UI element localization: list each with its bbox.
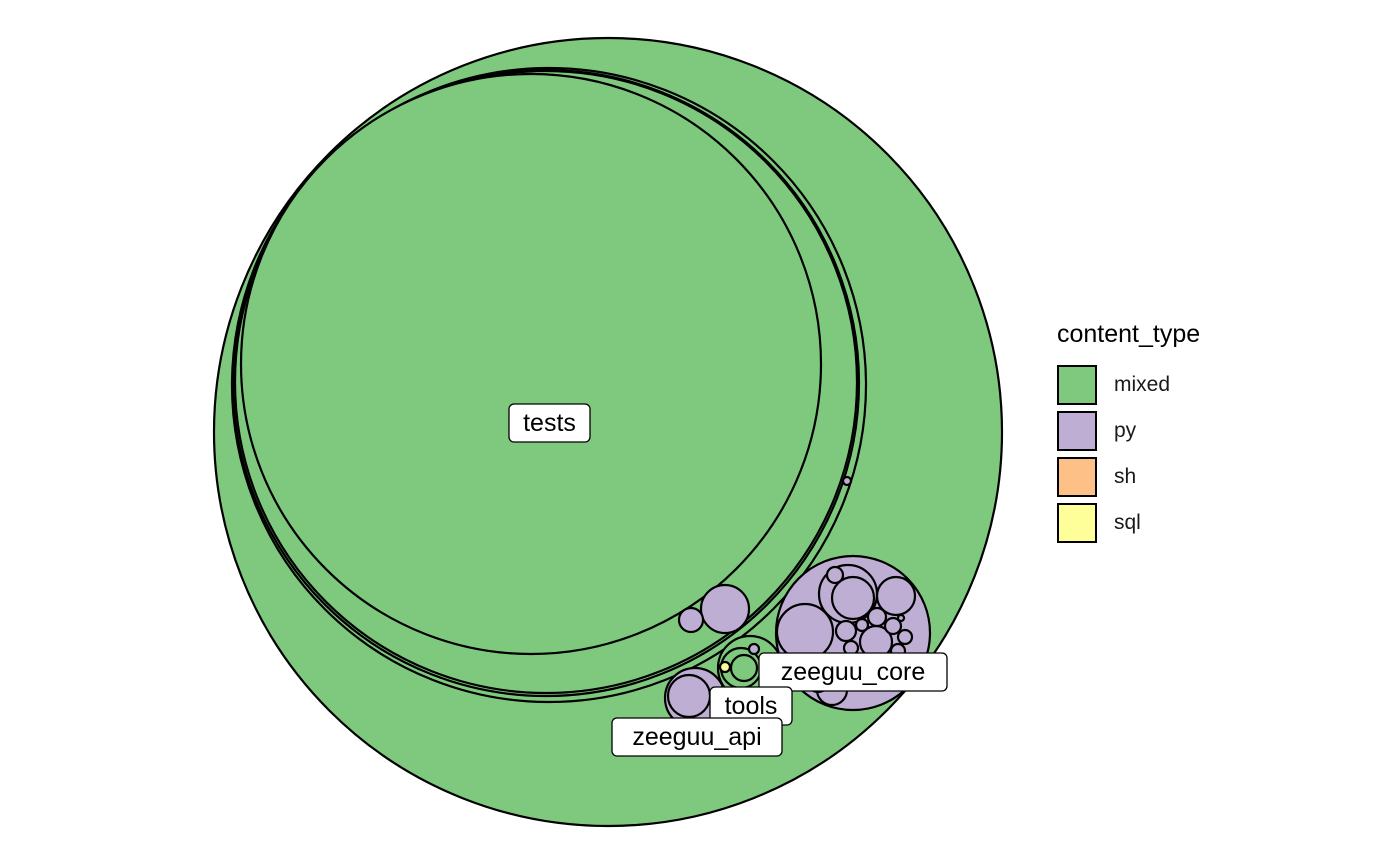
label-tools-text: tools <box>725 692 778 720</box>
legend-label-mixed: mixed <box>1114 373 1171 396</box>
label-zeeguu-api: zeeguu_api <box>611 717 783 757</box>
legend-item-mixed: mixed <box>1057 362 1200 408</box>
py-circle <box>854 617 870 633</box>
legend-item-sh: sh <box>1057 454 1200 500</box>
label-zeeguu-core-text: zeeguu_core <box>781 658 926 686</box>
legend: content_type mixed py sh sql <box>1057 318 1200 546</box>
legend-label-py: py <box>1114 419 1137 442</box>
py-circle <box>830 575 876 621</box>
legend-title: content_type <box>1057 320 1201 348</box>
legend-item-sql: sql <box>1057 500 1200 546</box>
py-circle <box>666 673 712 719</box>
label-tools: tools <box>709 686 793 726</box>
legend-label-sh: sh <box>1114 465 1137 488</box>
label-zeeguu-api-text: zeeguu_api <box>632 723 761 751</box>
legend-swatch-py <box>1057 411 1097 451</box>
tests-circle-inner <box>239 72 823 656</box>
py-circle <box>896 613 906 623</box>
legend-swatch-mixed <box>1057 365 1097 405</box>
py-circle <box>747 642 761 656</box>
label-tests: tests <box>508 403 591 443</box>
py-circle <box>883 616 903 636</box>
py-circle <box>825 565 845 585</box>
py-circle <box>699 583 751 635</box>
circle-packing-plot: tests zeeguu_core tools zeeguu_api <box>212 36 1004 828</box>
sql-circle <box>718 660 732 674</box>
py-circle <box>729 653 759 683</box>
label-tests-text: tests <box>523 409 576 437</box>
legend-swatch-sql <box>1057 503 1097 543</box>
py-circle <box>866 606 888 628</box>
tiny-py-circle <box>841 475 853 487</box>
py-circle <box>677 606 705 634</box>
legend-item-py: py <box>1057 408 1200 454</box>
label-zeeguu-core: zeeguu_core <box>758 652 948 692</box>
py-circle <box>775 602 835 662</box>
legend-swatch-sh <box>1057 457 1097 497</box>
py-circle <box>875 575 917 617</box>
py-circle <box>834 619 858 643</box>
py-circle <box>896 628 914 646</box>
legend-label-sql: sql <box>1114 511 1141 534</box>
